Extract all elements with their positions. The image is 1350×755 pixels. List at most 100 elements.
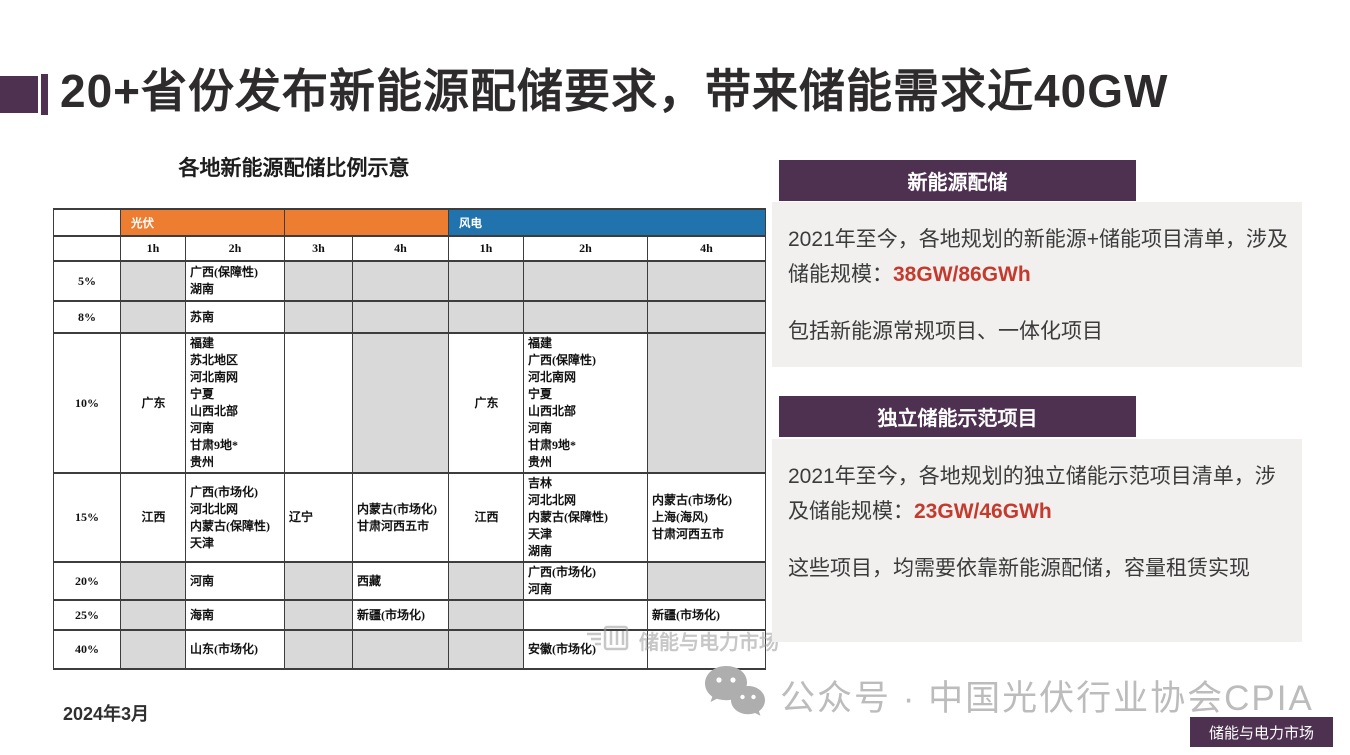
table-cell: 海南 — [185, 599, 285, 631]
region-entry: 河北北网 — [190, 501, 239, 516]
table-cell: 广西(市场化) 河北北网 内蒙古(保障性) 天津 — [185, 472, 285, 563]
region-entry: 西藏 — [357, 573, 382, 588]
table-cell — [284, 629, 353, 670]
region-entry: 广西(保障性) — [528, 353, 596, 367]
region-entry: 福建 — [528, 336, 553, 350]
region-entry: 甘肃河西五市 — [357, 518, 430, 533]
region-entry: 河南 — [190, 573, 215, 588]
table-cell: 广西(保障性) 湖南 — [185, 260, 285, 302]
table-group-header-row: 光伏 风电 — [53, 208, 767, 237]
panel1-scale-text: 2021年至今，各地规划的新能源+储能项目清单，涉及储能规模： — [788, 228, 1288, 286]
table-cell: 广东 — [448, 332, 524, 474]
table-cell: 新疆(市场化) — [352, 599, 449, 631]
wechat-icon — [702, 664, 766, 727]
region-entry: 山东(市场化) — [190, 642, 258, 656]
table-cell — [646, 300, 767, 334]
panel2-scale-value: 23GW/46GWh — [914, 500, 1052, 523]
table-cell: 安徽(市场化) — [523, 629, 648, 670]
region-entry: 河南 — [528, 582, 553, 596]
table-cell — [284, 332, 353, 474]
duration-header-cell: 1h — [448, 235, 524, 262]
region-entry: 苏北地区 — [190, 353, 239, 367]
storage-ratio-table: 光伏 风电 1h 2h 3h 4h 1h 2h 4h 5% 广西(保障性) 湖南 8% 苏南 10% 广东 福建… — [53, 208, 767, 670]
duration-header-cell: 4h — [352, 235, 449, 262]
table-cell: 内蒙古(市场化) 上海(海风) 甘肃河西五市 — [646, 472, 767, 563]
table-cell: 辽宁 — [284, 472, 353, 563]
region-entry: 福建 — [190, 336, 215, 350]
panel-header-independent-storage: 独立储能示范项目 — [779, 396, 1136, 437]
table-cell: 新疆(市场化) — [646, 599, 767, 631]
table-cell — [448, 599, 524, 631]
panel2-paragraph-scale: 2021年至今，各地规划的独立储能示范项目清单，涉及储能规模：23GW/46GW… — [788, 459, 1288, 529]
table-cell — [352, 260, 449, 302]
table-cell: 苏南 — [185, 300, 285, 334]
table-cell — [646, 332, 767, 474]
region-entry: 内蒙古(保障性) — [190, 518, 270, 533]
table-cell: 吉林 河北北网 内蒙古(保障性) 天津 湖南 — [523, 472, 648, 563]
region-entry: 内蒙古(市场化) — [357, 501, 437, 516]
brand-badge: 储能与电力市场 — [1190, 717, 1333, 747]
table-cell — [352, 629, 449, 670]
table-cell — [646, 629, 767, 670]
duration-header-cell: 3h — [284, 235, 353, 262]
table-cell: 江西 — [448, 472, 524, 563]
table-cell — [352, 332, 449, 474]
region-entry: 河北北网 — [528, 493, 577, 507]
region-entry: 山西北部 — [190, 404, 239, 418]
table-cell — [523, 599, 648, 631]
region-entry: 上海(海风) — [652, 510, 708, 524]
table-row: 10% 广东 福建 苏北地区 河北南网 宁夏 山西北部 河南 甘肃9地* 贵州 广东 福建 广西(保障性… — [53, 332, 767, 474]
ratio-cell: 8% — [53, 300, 121, 334]
ratio-cell: 10% — [53, 332, 121, 474]
table-cell — [120, 260, 186, 302]
duration-header-cell: 1h — [120, 235, 186, 262]
region-entry: 甘肃9地* — [190, 438, 239, 452]
table-cell: 山东(市场化) — [185, 629, 285, 670]
region-entry: 辽宁 — [289, 510, 314, 524]
ratio-cell: 25% — [53, 599, 121, 631]
table-cell — [646, 260, 767, 302]
table-cell — [120, 629, 186, 670]
table-row: 25% 海南 新疆(市场化) 新疆(市场化) — [53, 599, 767, 631]
table-cell — [352, 300, 449, 334]
panel-header-renewable-storage: 新能源配储 — [779, 160, 1136, 201]
table-row: 8% 苏南 — [53, 300, 767, 334]
region-entry: 河北南网 — [528, 370, 577, 384]
duration-header-cell: 2h — [523, 235, 648, 262]
table-cell — [448, 629, 524, 670]
title-accent-bar — [41, 74, 48, 115]
table-title: 各地新能源配储比例示意 — [178, 157, 410, 180]
region-entry: 海南 — [190, 607, 215, 622]
region-entry: 新疆(市场化) — [357, 607, 425, 622]
table-duration-header-row: 1h 2h 3h 4h 1h 2h 4h — [53, 235, 767, 262]
panel2-paragraph-note: 这些项目，均需要依靠新能源配储，容量租赁实现 — [788, 557, 1250, 580]
ratio-cell: 15% — [53, 472, 121, 563]
group-header-solar — [284, 208, 449, 237]
table-cell — [120, 561, 186, 601]
table-cell — [120, 300, 186, 334]
panel-body-independent-storage: 2021年至今，各地规划的独立储能示范项目清单，涉及储能规模：23GW/46GW… — [772, 439, 1302, 642]
table-cell — [523, 300, 648, 334]
table-cell: 西藏 — [352, 561, 449, 601]
region-entry: 山西北部 — [528, 404, 577, 418]
region-entry: 新疆(市场化) — [652, 607, 720, 622]
slide-date: 2024年3月 — [63, 704, 150, 724]
ratio-cell: 20% — [53, 561, 121, 601]
wechat-watermark-text: 公众号 · 中国光伏行业协会CPIA — [780, 679, 1314, 718]
table-cell: 福建 苏北地区 河北南网 宁夏 山西北部 河南 甘肃9地* 贵州 — [185, 332, 285, 474]
corner-cell — [53, 235, 121, 262]
table-cell — [448, 561, 524, 601]
panel1-paragraph-note: 包括新能源常规项目、一体化项目 — [788, 320, 1103, 343]
panel-body-renewable-storage: 2021年至今，各地规划的新能源+储能项目清单，涉及储能规模：38GW/86GW… — [772, 202, 1302, 367]
ratio-cell: 5% — [53, 260, 121, 302]
table-cell — [284, 300, 353, 334]
region-entry: 湖南 — [528, 544, 553, 558]
region-entry: 广西(保障性) — [190, 265, 258, 279]
table-cell — [646, 561, 767, 601]
table-cell — [120, 599, 186, 631]
panel2-scale-text: 2021年至今，各地规划的独立储能示范项目清单，涉及储能规模： — [788, 465, 1276, 523]
region-entry: 甘肃9地* — [528, 438, 577, 452]
region-entry: 江西 — [141, 510, 166, 524]
wechat-watermark: 公众号 · 中国光伏行业协会CPIA — [702, 664, 1314, 727]
table-cell — [448, 260, 524, 302]
